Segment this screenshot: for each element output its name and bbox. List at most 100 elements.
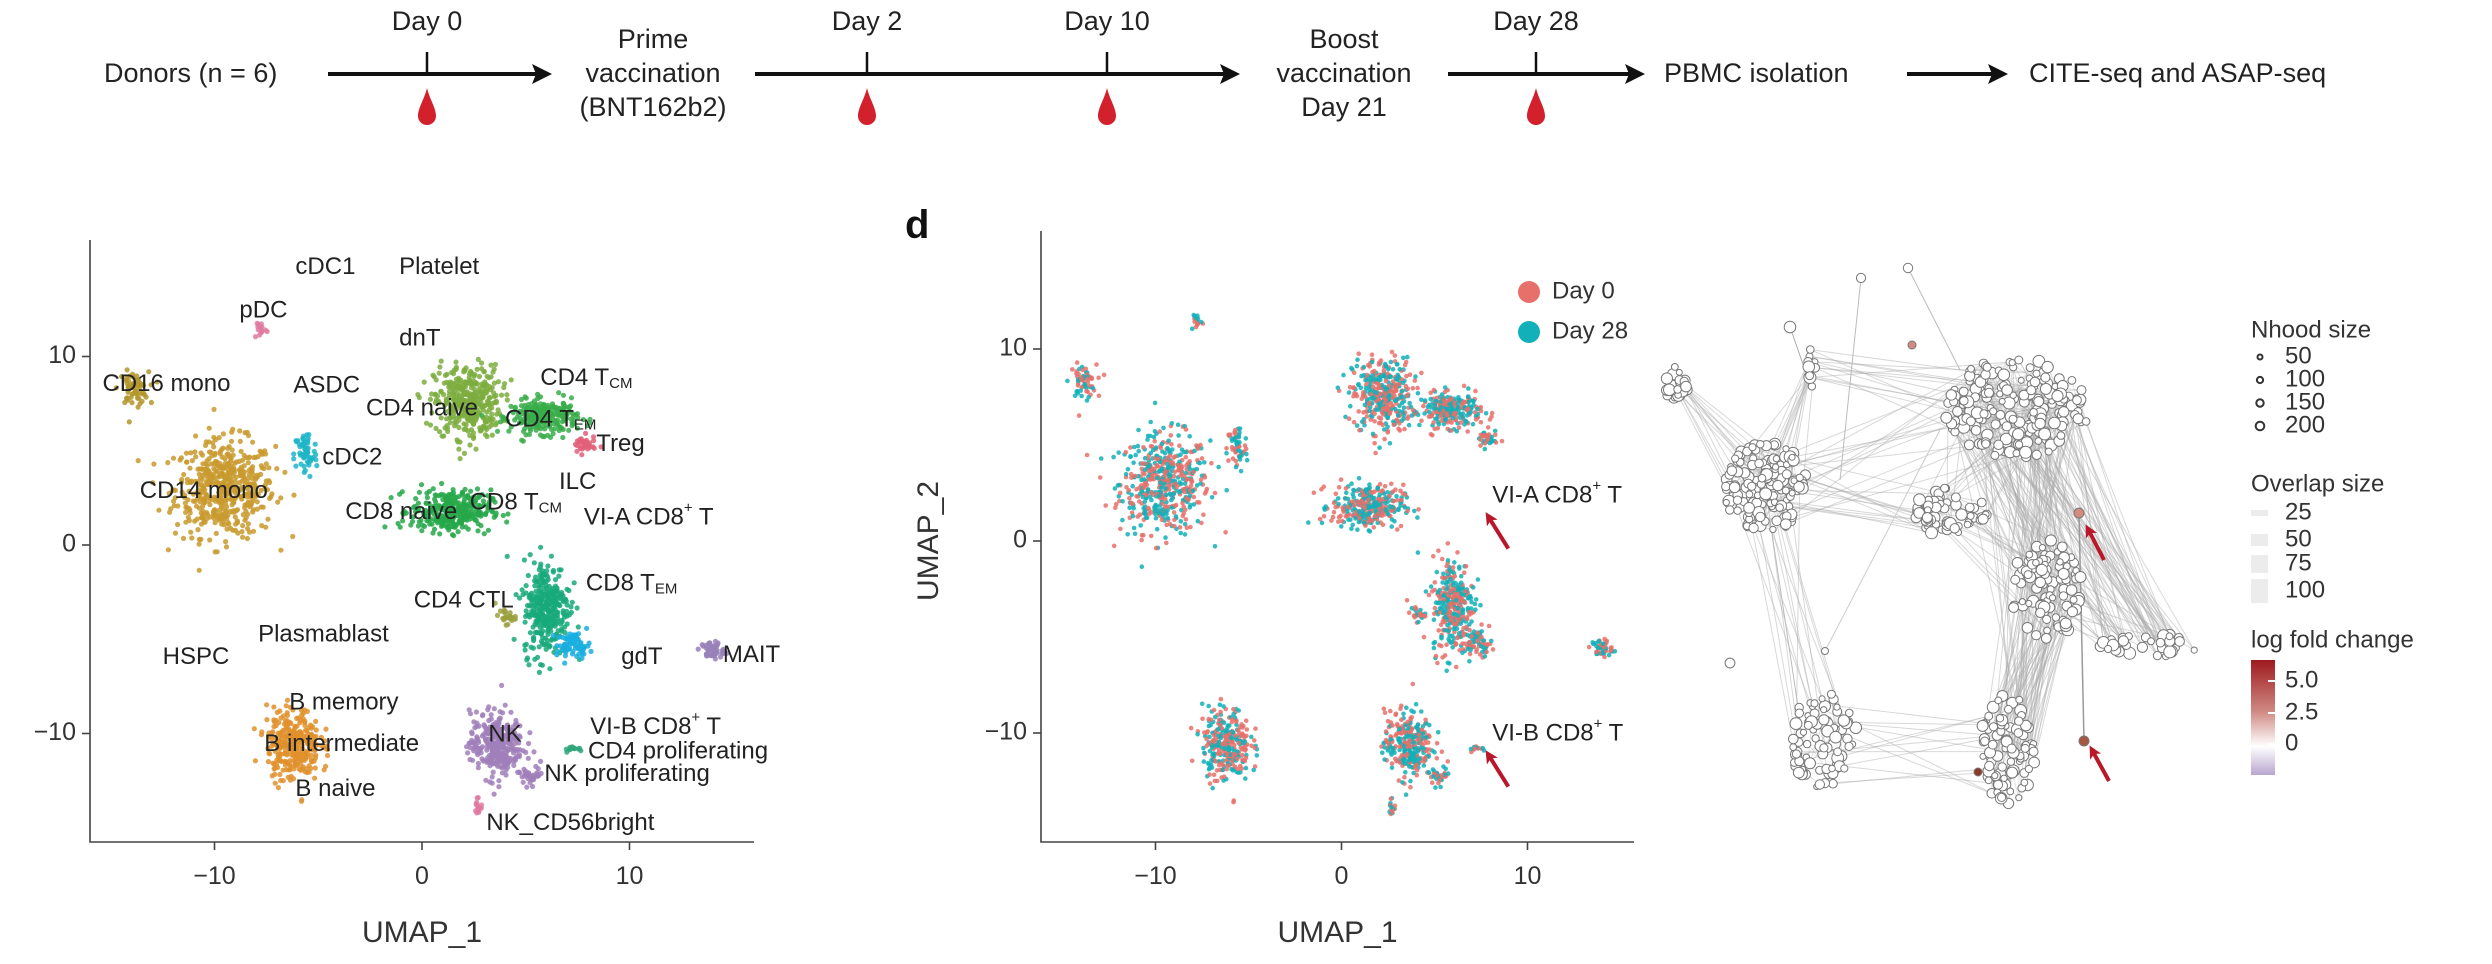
cell-point (1146, 477, 1152, 482)
cell-point (1429, 413, 1434, 419)
cell-point (550, 404, 557, 410)
cell-point (448, 491, 455, 497)
cell-point (1445, 558, 1451, 563)
cell-point (424, 495, 430, 501)
cell-point (583, 439, 589, 445)
cell-point (476, 808, 482, 814)
cell-point (1348, 403, 1353, 409)
cell-point (508, 403, 514, 409)
cell-point (1388, 708, 1393, 714)
cell-point (536, 412, 543, 418)
cell-point (1159, 517, 1165, 523)
cell-point (485, 527, 491, 533)
cell-point (1398, 394, 1404, 400)
y-tick-label: 10 (999, 334, 1027, 362)
x-tick-label: −10 (193, 862, 235, 890)
cell-point (439, 519, 445, 526)
cell-point (1422, 411, 1427, 416)
cell-point (1333, 504, 1338, 510)
cell-point (246, 468, 252, 474)
cell-point (268, 493, 274, 500)
cell-point (469, 392, 475, 399)
cell-point (225, 520, 231, 526)
cluster-label: Treg (596, 430, 644, 457)
cell-point (272, 780, 278, 786)
cell-point (463, 422, 469, 428)
cell-point (474, 795, 480, 801)
cell-point (1454, 429, 1460, 434)
cell-point (520, 438, 526, 444)
cell-point (239, 457, 246, 463)
cell-point (538, 758, 544, 765)
cell-point (498, 756, 504, 762)
cell-point (1341, 372, 1346, 378)
cell-point (1160, 507, 1165, 512)
cell-point (526, 740, 532, 747)
cell-point (535, 766, 541, 772)
cell-point (1415, 550, 1421, 555)
cell-point (1202, 460, 1207, 465)
cell-point (490, 769, 496, 775)
cell-point (1416, 507, 1421, 512)
cell-point (1354, 423, 1360, 428)
cell-point (1489, 638, 1494, 644)
cell-point (1084, 452, 1090, 458)
cell-point (1440, 600, 1445, 605)
cell-point (1131, 444, 1137, 450)
cell-point (192, 449, 198, 455)
cell-point (474, 394, 480, 400)
cell-point (562, 596, 568, 603)
cell-point (1084, 398, 1090, 403)
cell-point (1412, 508, 1417, 514)
cell-point (1237, 430, 1242, 435)
cell-point (575, 636, 581, 642)
cell-point (218, 490, 224, 496)
cell-point (239, 529, 245, 535)
cell-point (1368, 517, 1374, 523)
cell-point (1352, 502, 1357, 508)
cell-point (308, 757, 315, 763)
cell-point (560, 406, 567, 412)
cell-point (1460, 401, 1465, 407)
cell-point (1208, 438, 1213, 443)
cell-point (1455, 635, 1460, 641)
cell-point (1435, 590, 1441, 595)
cell-point (427, 422, 434, 428)
cell-point (1415, 391, 1421, 396)
cell-point (538, 600, 544, 607)
cell-point (450, 487, 456, 493)
cell-point (1151, 434, 1157, 440)
cell-point (1163, 535, 1168, 540)
cell-point (1395, 362, 1400, 367)
cell-point (1224, 487, 1229, 493)
cell-point (525, 572, 531, 579)
cell-point (1341, 507, 1346, 513)
cell-point (445, 408, 451, 414)
cell-point (1201, 512, 1206, 517)
cell-point (1152, 429, 1158, 434)
cell-point (1373, 450, 1378, 456)
cell-point (192, 478, 198, 484)
cell-point (435, 520, 441, 526)
cluster-label: VI-A CD8+ T (584, 500, 714, 531)
cell-point (1346, 390, 1352, 395)
cell-point (527, 427, 534, 433)
cell-point (297, 450, 303, 456)
cell-point (1172, 523, 1177, 529)
cell-point (1467, 639, 1473, 645)
cell-point (711, 643, 717, 649)
cell-point (297, 717, 303, 723)
cell-point (1199, 456, 1205, 461)
cell-point (1470, 585, 1476, 590)
cell-point (485, 401, 492, 407)
cell-point (1184, 525, 1190, 531)
cell-point (475, 760, 481, 767)
cell-point (478, 750, 484, 756)
cell-point (1383, 378, 1389, 384)
cell-point (1435, 660, 1440, 666)
cell-point (1226, 433, 1232, 439)
cell-point (1188, 477, 1194, 482)
cell-point (481, 368, 487, 375)
cell-point (504, 392, 510, 398)
